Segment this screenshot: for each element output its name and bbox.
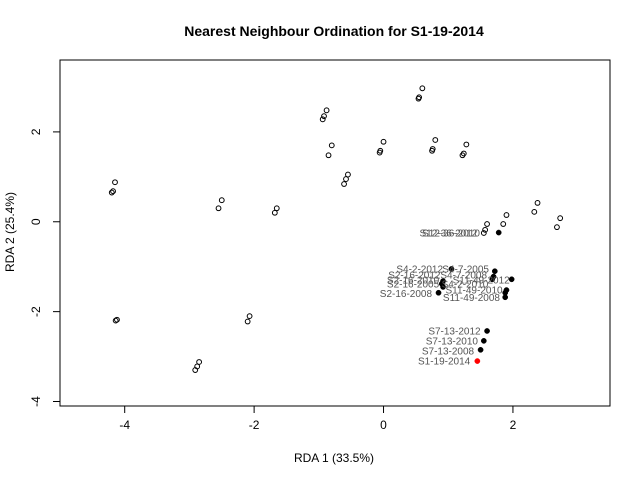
- neighbour-point: [502, 294, 509, 301]
- point-label: S7-13-2008: [422, 347, 475, 358]
- site-point: [114, 316, 120, 323]
- site-point: [192, 367, 199, 373]
- site-point: [482, 226, 489, 233]
- point-label: S2-16-2010: [387, 276, 440, 287]
- site-point: [429, 147, 435, 154]
- point-label: S11-49-2010: [445, 286, 503, 297]
- point-label: S12-36-2012: [420, 229, 478, 240]
- site-point: [534, 199, 541, 206]
- neighbour-point: [480, 337, 487, 344]
- site-point: [319, 116, 326, 123]
- x-tick-label: 0: [380, 418, 387, 432]
- chart-title: Nearest Neighbour Ordination for S1-19-2…: [184, 23, 484, 39]
- site-point: [419, 85, 426, 92]
- neighbour-point: [477, 346, 484, 353]
- neighbour-point: [435, 289, 442, 296]
- site-point: [323, 107, 330, 114]
- point-label: S2-16-2005: [387, 279, 440, 290]
- site-point: [380, 138, 387, 145]
- site-point: [246, 313, 253, 320]
- point-label: S2-16-2012: [388, 270, 441, 281]
- site-point: [503, 212, 510, 218]
- neighbour-point: [440, 284, 446, 290]
- x-tick-label: 2: [510, 418, 517, 432]
- point-label: S11-49-2012: [453, 276, 511, 287]
- site-point: [244, 318, 251, 325]
- site-point: [500, 221, 507, 227]
- site-point: [376, 149, 383, 156]
- site-point: [531, 208, 538, 215]
- y-tick-label: 0: [29, 218, 43, 225]
- y-tick-label: -2: [29, 306, 43, 317]
- site-point: [108, 189, 115, 196]
- point-label: S7-13-2012: [428, 326, 481, 337]
- site-point: [215, 205, 222, 212]
- site-point: [325, 152, 332, 159]
- x-axis-label: RDA 1 (33.5%): [294, 451, 374, 465]
- site-point: [110, 188, 116, 195]
- site-point: [112, 179, 118, 186]
- y-axis: -4 -2 0 2: [29, 128, 61, 407]
- site-point: [341, 181, 347, 187]
- neighbour-point: [508, 276, 515, 283]
- neighbour-point: [489, 276, 496, 283]
- point-label: S4-2-2010: [442, 279, 489, 290]
- point-label: S11-49-2008: [443, 293, 501, 304]
- point-label: S4-2-2012: [396, 264, 443, 275]
- site-point: [557, 215, 564, 222]
- site-point: [112, 317, 119, 324]
- site-point: [328, 142, 335, 149]
- neighbour-point: [484, 328, 490, 334]
- site-point: [554, 224, 560, 231]
- site-point: [480, 230, 487, 236]
- site-point: [415, 95, 422, 102]
- plot-frame: [59, 59, 611, 407]
- y-tick-label: 2: [29, 128, 43, 135]
- neighbour-point: [448, 266, 455, 272]
- target-point-label: S1-19-2014: [418, 357, 471, 368]
- site-point: [484, 221, 490, 227]
- y-axis-label: RDA 2 (25.4%): [3, 192, 17, 272]
- neighbour-point: [491, 268, 498, 275]
- site-point: [459, 152, 466, 159]
- neighbour-point: [495, 229, 502, 236]
- y-tick-label: -4: [29, 396, 43, 407]
- site-point: [271, 209, 278, 216]
- site-point: [321, 113, 327, 120]
- x-tick-label: -2: [249, 418, 260, 432]
- site-point: [218, 197, 225, 204]
- site-point: [343, 176, 349, 182]
- point-label: S4-7-2008: [440, 270, 487, 281]
- x-tick-label: -4: [119, 418, 130, 432]
- point-label: S2-16-2008: [380, 289, 433, 300]
- point-label: S12-36-2010: [422, 229, 480, 240]
- point-label: S7-13-2010: [426, 336, 479, 347]
- point-label: S4-7-2005: [442, 264, 489, 275]
- x-axis: -4 -2 0 2: [119, 405, 517, 432]
- site-point: [463, 141, 470, 148]
- target-point: [474, 358, 481, 364]
- site-point: [432, 137, 439, 143]
- data-points: [108, 85, 564, 373]
